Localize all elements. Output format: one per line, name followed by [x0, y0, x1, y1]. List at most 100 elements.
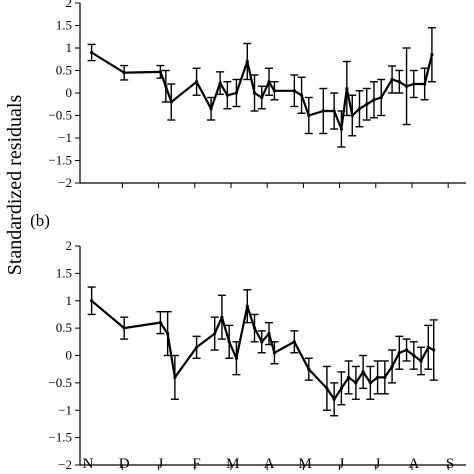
data-point: [213, 332, 217, 336]
data-point: [220, 315, 224, 319]
x-tick-label: S: [446, 456, 454, 472]
data-point: [90, 50, 94, 55]
data-point: [430, 53, 434, 57]
data-point: [307, 113, 311, 118]
y-axis-title: Standardized residuals: [4, 95, 26, 276]
y-tick-label: 0: [66, 85, 73, 100]
x-tick-label: M: [226, 456, 239, 472]
data-point: [390, 77, 394, 82]
data-point: [423, 82, 427, 86]
data-point: [252, 91, 257, 95]
data-point: [195, 80, 199, 84]
data-point: [404, 348, 409, 352]
data-point: [390, 364, 394, 369]
y-tick-label: −0.5: [48, 375, 72, 390]
data-point: [252, 326, 257, 330]
data-point: [325, 386, 329, 390]
data-point: [339, 127, 343, 131]
y-tick-label: 1: [66, 293, 73, 308]
data-point: [292, 89, 296, 93]
data-point: [376, 375, 380, 379]
y-tick-label: −2: [58, 457, 72, 472]
data-point: [357, 107, 362, 111]
data-point: [169, 100, 173, 104]
data-point: [245, 59, 249, 64]
x-tick-label: A: [408, 456, 419, 472]
data-point: [122, 71, 126, 75]
data-point: [245, 304, 249, 308]
data-point: [272, 89, 277, 93]
data-point: [292, 340, 296, 344]
panel-a: −2 −1.5 −1 −0.5 0 0.5 1 1.5 2: [48, 0, 466, 190]
data-point: [404, 84, 409, 88]
y-tick-label: −1.5: [48, 430, 72, 445]
data-point: [432, 348, 436, 352]
data-point: [267, 80, 271, 84]
data-point: [397, 351, 401, 355]
data-point: [397, 80, 401, 84]
x-tick-label: N: [83, 456, 94, 472]
data-point: [332, 397, 336, 401]
data-point: [345, 86, 349, 91]
data-point: [225, 93, 229, 97]
x-tick-label: F: [192, 456, 200, 472]
data-point: [307, 367, 311, 371]
panel-b: −2 −1.5 −1 −0.5 0 0.5 1 1.5 2 (b): [30, 211, 466, 472]
data-point: [426, 345, 430, 349]
data-point: [158, 321, 162, 325]
series-line: [90, 299, 435, 401]
data-point: [365, 102, 369, 106]
data-point: [209, 107, 213, 111]
y-tick-label: 0.5: [56, 63, 72, 78]
y-tick-label: 2: [66, 0, 73, 10]
x-tick-label: J: [375, 456, 381, 472]
data-point: [267, 332, 271, 336]
y-tick-label: 1.5: [56, 265, 72, 280]
data-point: [361, 370, 365, 374]
x-tick-label: D: [119, 456, 130, 472]
data-point: [412, 82, 416, 86]
data-point: [383, 375, 387, 379]
y-tick-label: 0.5: [56, 320, 72, 335]
y-tick-label: −0.5: [48, 108, 72, 123]
data-point: [321, 109, 325, 113]
data-point: [368, 381, 372, 385]
x-tick-label: M: [299, 456, 312, 472]
panel-label: (b): [30, 211, 50, 230]
data-point: [234, 91, 239, 95]
y-tick-label: 1.5: [56, 18, 72, 33]
data-point: [347, 375, 351, 379]
data-point: [272, 351, 277, 355]
data-point: [166, 332, 170, 336]
y-tick-label: 2: [66, 238, 73, 253]
data-point: [218, 81, 222, 85]
data-point: [90, 299, 94, 303]
data-point: [372, 98, 376, 102]
data-point: [158, 70, 162, 74]
data-point: [339, 386, 343, 390]
y-tick-label: 1: [66, 40, 73, 55]
y-tick-label: −2: [58, 175, 72, 190]
y-tick-label: −1.5: [48, 153, 72, 168]
y-tick-label: −1: [58, 402, 72, 417]
data-point: [195, 345, 199, 349]
data-point: [260, 340, 264, 344]
data-point: [412, 353, 416, 358]
data-point: [332, 109, 336, 113]
data-point: [299, 93, 304, 97]
data-point: [379, 95, 383, 100]
data-point: [173, 375, 177, 379]
data-point: [122, 326, 126, 330]
data-point: [164, 84, 168, 88]
y-tick-label: −1: [58, 130, 72, 145]
x-tick-label: A: [264, 456, 275, 472]
x-tick-label: J: [338, 456, 344, 472]
data-point: [350, 113, 354, 118]
x-tick-label: J: [157, 456, 163, 472]
data-point: [227, 340, 231, 344]
data-point: [260, 95, 264, 100]
y-tick-label: 0: [66, 348, 73, 363]
data-point: [234, 356, 239, 360]
